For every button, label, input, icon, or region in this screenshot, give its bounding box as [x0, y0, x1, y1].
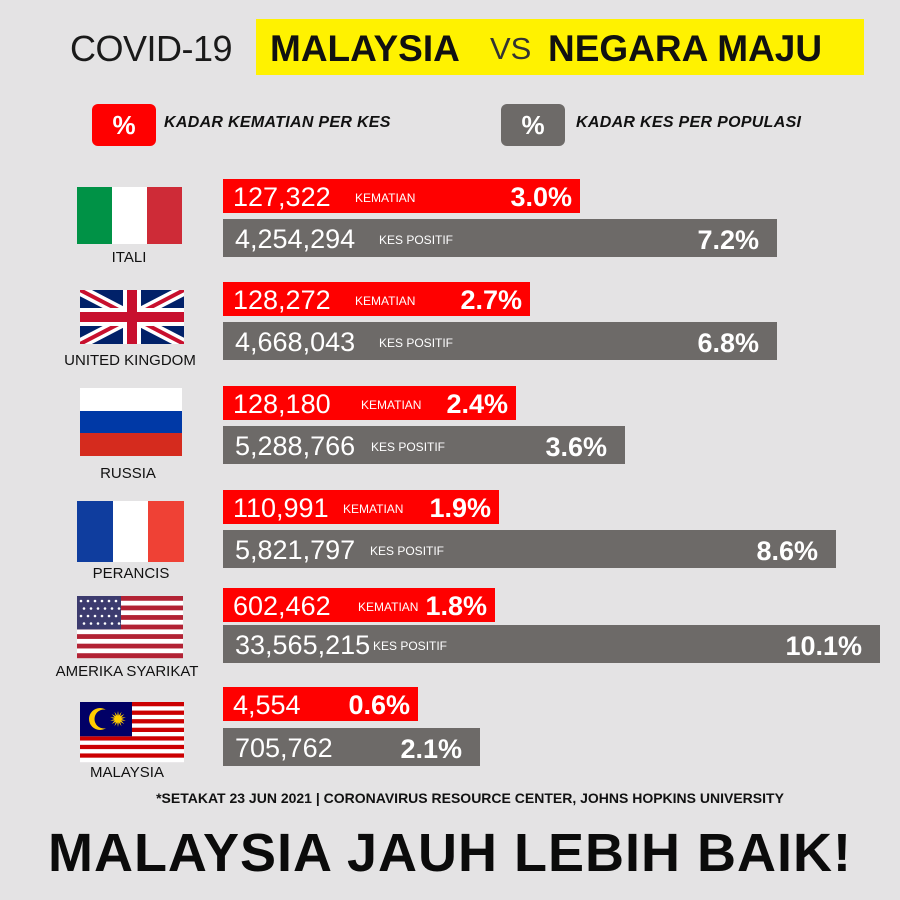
- uk-flag: [80, 290, 184, 344]
- death-rate-bar: [223, 687, 418, 721]
- case-rate-bar: [223, 322, 777, 360]
- case-count-label: KES POSITIF: [379, 233, 453, 247]
- death-rate-label: 1.9%: [429, 493, 491, 523]
- case-count-label: KES POSITIF: [370, 544, 444, 558]
- country-label: MALAYSIA: [90, 764, 164, 781]
- case-rate-label: 2.1%: [400, 734, 462, 764]
- country-label: AMERIKA SYARIKAT: [56, 663, 199, 680]
- title-negara-maju: NEGARA MAJU: [548, 28, 823, 69]
- case-rate-label: 8.6%: [756, 536, 818, 566]
- death-rate-bar: [223, 588, 495, 622]
- death-rate-label: 0.6%: [348, 690, 410, 720]
- country-label: UNITED KINGDOM: [64, 352, 196, 369]
- case-rate-bar: [223, 426, 625, 464]
- case-count-label: KES POSITIF: [373, 639, 447, 653]
- france-flag: [77, 501, 184, 562]
- country-label: ITALI: [112, 249, 147, 266]
- title-vs: VS: [490, 31, 532, 66]
- case-count-label: KES POSITIF: [371, 440, 445, 454]
- death-rate-label: 1.8%: [425, 591, 487, 621]
- death-count: 4,554: [233, 690, 301, 720]
- death-count-label: KEMATIAN: [355, 191, 415, 205]
- death-count: 128,272: [233, 285, 331, 315]
- death-rate-bar: [223, 386, 516, 420]
- source-footnote: *SETAKAT 23 JUN 2021 | CORONAVIRUS RESOU…: [156, 790, 784, 806]
- case-rate-label: 7.2%: [697, 225, 759, 255]
- case-count: 4,668,043: [235, 327, 355, 357]
- death-count: 110,991: [233, 493, 329, 523]
- death-count: 128,180: [233, 389, 331, 419]
- tagline: MALAYSIA JAUH LEBIH BAIK!: [47, 823, 853, 883]
- case-rate-label: 6.8%: [697, 328, 759, 358]
- death-rate-label: 3.0%: [510, 182, 572, 212]
- death-count-label: KEMATIAN: [358, 600, 418, 614]
- title-malaysia: MALAYSIA: [270, 28, 460, 69]
- case-rate-bar: [223, 219, 777, 257]
- russia-flag: [80, 388, 182, 456]
- case-rate-bar: [223, 728, 480, 766]
- legend-gray-swatch: %: [501, 104, 565, 146]
- death-rate-bar: [223, 490, 499, 524]
- italy-flag: [77, 187, 182, 244]
- case-count-label: KES POSITIF: [379, 336, 453, 350]
- legend-gray-label: KADAR KES PER POPULASI: [576, 114, 802, 131]
- case-count: 33,565,215: [235, 630, 370, 660]
- case-count: 4,254,294: [235, 224, 355, 254]
- usa-flag: [77, 596, 183, 659]
- death-count-label: KEMATIAN: [361, 398, 421, 412]
- death-count-label: KEMATIAN: [343, 502, 403, 516]
- legend-red-swatch: %: [92, 104, 156, 146]
- death-count: 127,322: [233, 182, 331, 212]
- case-count: 5,288,766: [235, 431, 355, 461]
- death-rate-label: 2.4%: [446, 389, 508, 419]
- title-prefix: COVID-19: [70, 28, 233, 69]
- case-count: 705,762: [235, 733, 333, 763]
- title-highlight-box: MALAYSIA VS NEGARA MAJU: [256, 19, 864, 75]
- death-rate-bar: [223, 282, 530, 316]
- death-rate-label: 2.7%: [460, 285, 522, 315]
- country-label: RUSSIA: [100, 465, 156, 482]
- death-count: 602,462: [233, 591, 331, 621]
- case-rate-label: 10.1%: [785, 631, 862, 661]
- country-label: PERANCIS: [93, 565, 170, 582]
- death-count-label: KEMATIAN: [355, 294, 415, 308]
- malaysia-flag: [80, 702, 184, 763]
- case-rate-label: 3.6%: [545, 432, 607, 462]
- legend-red-label: KADAR KEMATIAN PER KES: [164, 114, 391, 131]
- death-rate-bar: [223, 179, 580, 213]
- case-count: 5,821,797: [235, 535, 355, 565]
- case-rate-bar: [223, 625, 880, 663]
- case-rate-bar: [223, 530, 836, 568]
